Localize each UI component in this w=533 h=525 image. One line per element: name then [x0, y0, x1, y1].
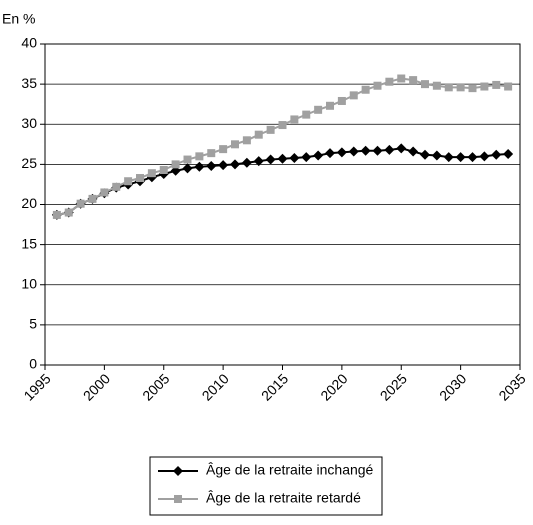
data-point	[409, 76, 418, 85]
data-point	[254, 130, 263, 139]
data-point	[349, 91, 358, 100]
y-tick-label: 30	[21, 115, 37, 131]
data-point	[503, 148, 514, 159]
data-point	[491, 149, 502, 160]
data-point	[265, 154, 276, 165]
data-point	[443, 152, 454, 163]
data-point	[373, 81, 382, 90]
data-point	[183, 155, 192, 164]
x-tick-label: 2025	[377, 370, 410, 403]
data-point	[206, 160, 217, 171]
data-point	[136, 174, 144, 183]
data-point	[290, 115, 299, 124]
data-point	[444, 83, 453, 92]
data-point	[231, 140, 239, 149]
data-point	[348, 146, 359, 157]
data-point	[266, 125, 275, 134]
data-point	[278, 121, 287, 130]
data-point	[194, 161, 205, 172]
legend-marker	[174, 495, 182, 503]
data-point	[336, 147, 347, 158]
data-point	[100, 188, 109, 197]
y-tick-label: 35	[21, 75, 37, 91]
series-line	[56, 77, 509, 216]
data-point	[313, 150, 324, 161]
x-tick-label: 2030	[436, 370, 469, 403]
data-point	[159, 165, 168, 174]
data-point	[218, 160, 229, 171]
data-point	[432, 81, 441, 90]
data-point	[492, 80, 501, 89]
data-point	[397, 74, 406, 83]
legend-marker	[173, 466, 183, 476]
data-point	[467, 152, 478, 163]
data-point	[124, 177, 133, 186]
data-point	[504, 82, 513, 91]
data-point	[112, 182, 121, 191]
data-point	[88, 194, 97, 203]
data-point	[302, 110, 311, 119]
data-point	[431, 150, 442, 161]
plot-frame	[44, 43, 521, 366]
y-tick-label: 10	[21, 275, 37, 291]
data-point	[384, 144, 395, 155]
data-point	[420, 149, 430, 160]
data-point	[253, 156, 264, 167]
x-tick-label: 2020	[317, 370, 350, 403]
data-point	[325, 148, 335, 159]
y-tick-label: 40	[21, 35, 37, 51]
data-point	[195, 152, 204, 161]
data-point	[242, 136, 251, 145]
y-tick-label: 20	[21, 195, 37, 211]
y-axis-label: En %	[2, 11, 35, 27]
data-point	[337, 96, 346, 105]
data-point	[456, 83, 465, 92]
data-point	[277, 153, 288, 164]
data-point	[479, 151, 490, 162]
y-tick-label: 15	[21, 235, 37, 251]
y-tick-label: 0	[29, 356, 37, 372]
data-point	[360, 145, 371, 156]
x-tick-label: 2035	[495, 370, 528, 403]
data-point	[289, 152, 300, 163]
data-point	[64, 208, 73, 217]
data-point	[147, 169, 156, 178]
data-point	[372, 145, 383, 156]
x-tick-label: 2010	[199, 370, 232, 403]
x-tick-label: 2015	[258, 370, 291, 403]
data-point	[408, 146, 419, 157]
data-point	[314, 105, 323, 114]
legend-box	[149, 456, 383, 516]
data-point	[455, 152, 466, 163]
legend-label: Âge de la retraite retardé	[206, 490, 361, 506]
data-point	[480, 82, 489, 91]
data-point	[76, 199, 85, 208]
legend-label: Âge de la retraite inchangé	[206, 462, 374, 478]
x-tick-label: 1995	[20, 370, 53, 403]
y-tick-label: 25	[21, 155, 37, 171]
x-tick-label: 2005	[139, 370, 172, 403]
x-tick-label: 2000	[80, 370, 113, 403]
y-tick-label: 5	[29, 316, 37, 332]
data-point	[171, 160, 180, 169]
data-point	[207, 149, 216, 158]
data-point	[396, 143, 407, 154]
data-point	[361, 85, 370, 94]
data-point	[182, 163, 193, 174]
data-point	[230, 159, 240, 170]
data-point	[385, 77, 394, 86]
data-point	[219, 145, 228, 154]
data-point	[326, 101, 334, 110]
data-point	[421, 80, 429, 89]
data-point	[52, 210, 61, 219]
data-point	[241, 157, 252, 168]
data-point	[468, 84, 477, 93]
data-point	[301, 152, 312, 163]
